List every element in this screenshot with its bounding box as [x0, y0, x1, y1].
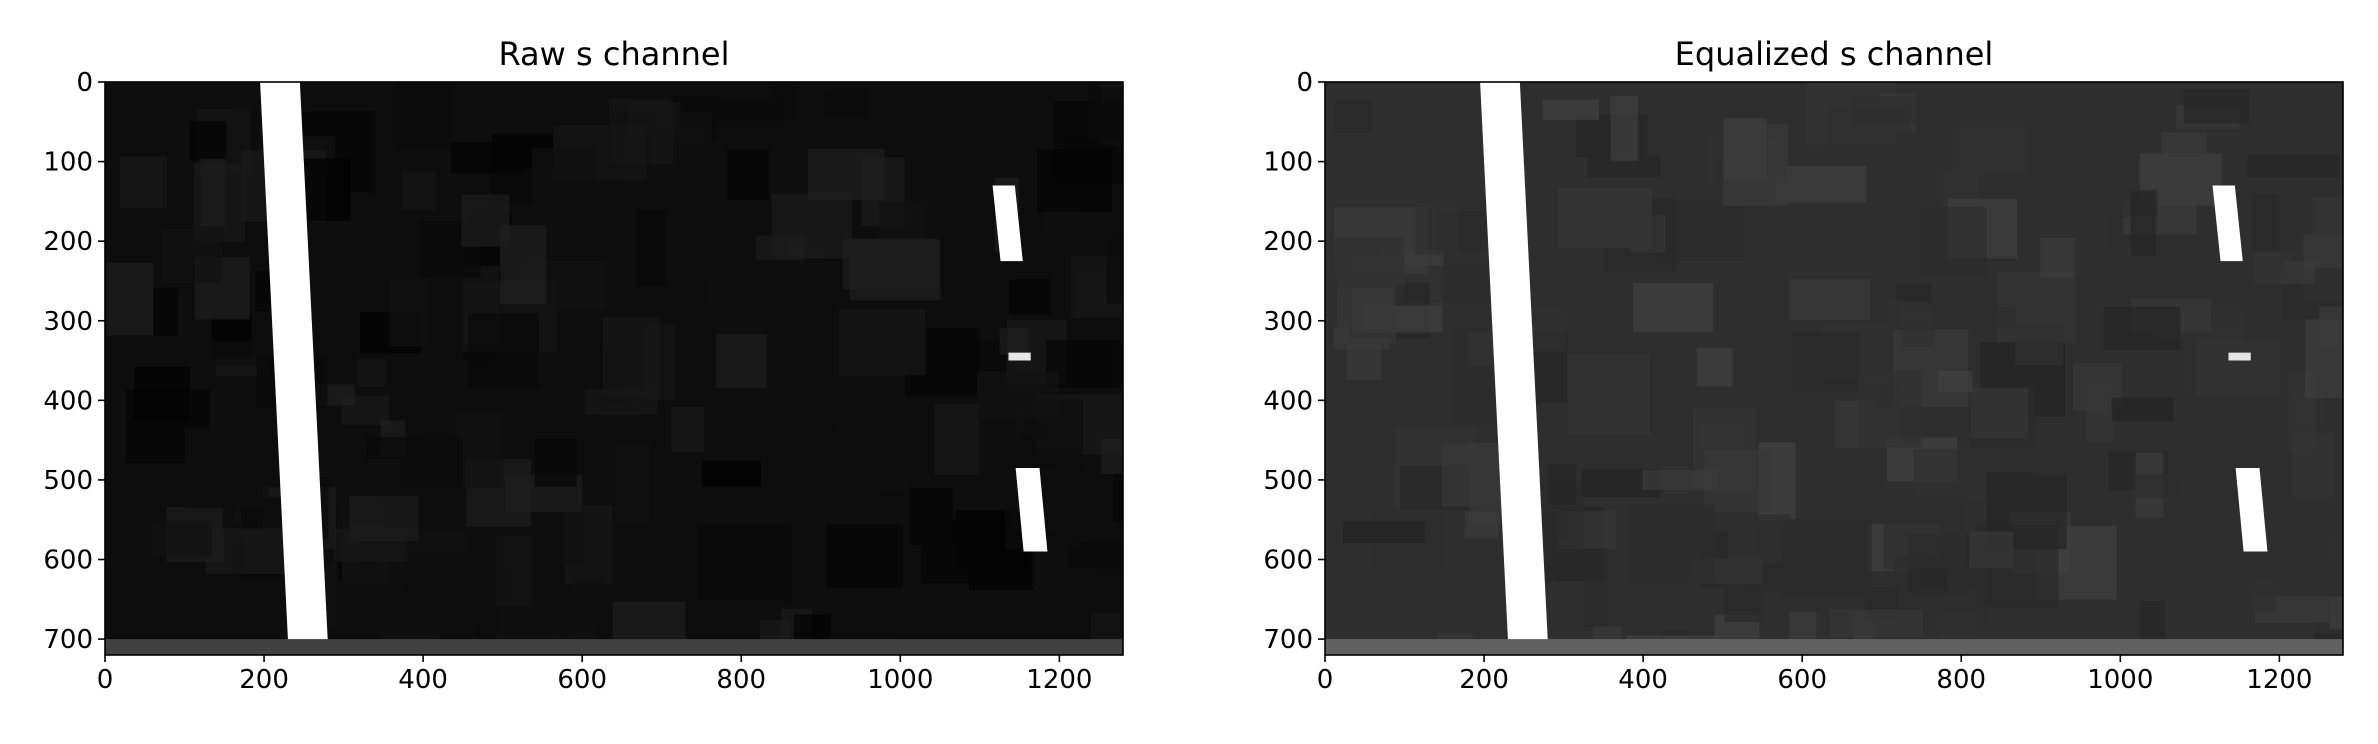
y-tick-label-500: 500 — [43, 466, 93, 496]
left-lane-line — [1480, 82, 1548, 640]
y-tick-label-100: 100 — [1263, 148, 1313, 178]
x-tick-label-1200: 1200 — [1026, 665, 1092, 695]
y-tick-label-400: 400 — [1263, 386, 1313, 416]
axis-ticks: 0 200 400 600 800 1000 1200 0 100 200 300 400 500 600… — [43, 68, 1092, 695]
chart-title: Equalized s channel — [1675, 35, 1994, 73]
x-tick-label-600: 600 — [1777, 665, 1827, 695]
y-tick-label-700: 700 — [1263, 625, 1313, 655]
axis-ticks: 0 200 400 600 800 1000 1200 0 100 200 300 400 500 600… — [1263, 68, 2312, 695]
x-tick-label-1200: 1200 — [2246, 665, 2312, 695]
x-tick-label-200: 200 — [1459, 665, 1509, 695]
x-tick-label-800: 800 — [716, 665, 766, 695]
x-tick-label-800: 800 — [1936, 665, 1986, 695]
x-tick-label-600: 600 — [557, 665, 607, 695]
panel-equalized: Equalized s channel 0 200 400 600 800 1000 120… — [1263, 35, 2344, 695]
x-tick-label-0: 0 — [1317, 665, 1334, 695]
left-lane-line — [260, 82, 328, 640]
right-dash-upper — [992, 185, 1023, 262]
right-dash-lower — [1015, 467, 1048, 552]
axes-frame — [1324, 81, 2344, 656]
right-dash-middle — [1008, 352, 1031, 361]
y-tick-label-600: 600 — [1263, 546, 1313, 576]
y-tick-label-300: 300 — [1263, 307, 1313, 337]
x-tick-label-400: 400 — [1618, 665, 1668, 695]
y-tick-label-400: 400 — [43, 386, 93, 416]
right-dash-upper — [2212, 185, 2243, 262]
image-texture — [106, 82, 1123, 655]
y-tick-label-100: 100 — [43, 148, 93, 178]
chart-title: Raw s channel — [499, 35, 730, 73]
right-dash-middle — [2228, 352, 2251, 361]
y-tick-label-0: 0 — [1296, 68, 1313, 98]
panel-raw: Raw s channel 0 200 400 600 800 1000 1200 0 100 2… — [43, 35, 1124, 695]
y-tick-label-700: 700 — [43, 625, 93, 655]
image-area — [105, 82, 1123, 655]
y-tick-label-0: 0 — [76, 68, 93, 98]
y-tick-label-300: 300 — [43, 307, 93, 337]
y-tick-label-600: 600 — [43, 546, 93, 576]
road-edge-band — [105, 639, 1123, 655]
x-tick-label-400: 400 — [398, 665, 448, 695]
axes-frame — [104, 81, 1124, 656]
x-tick-label-1000: 1000 — [2087, 665, 2153, 695]
y-tick-label-200: 200 — [43, 227, 93, 257]
x-tick-label-0: 0 — [97, 665, 114, 695]
y-tick-label-200: 200 — [1263, 227, 1313, 257]
image-area — [1325, 82, 2343, 655]
x-tick-label-1000: 1000 — [867, 665, 933, 695]
road-edge-band — [1325, 639, 2343, 655]
y-tick-label-500: 500 — [1263, 466, 1313, 496]
x-tick-label-200: 200 — [239, 665, 289, 695]
right-dash-lower — [2235, 467, 2268, 552]
